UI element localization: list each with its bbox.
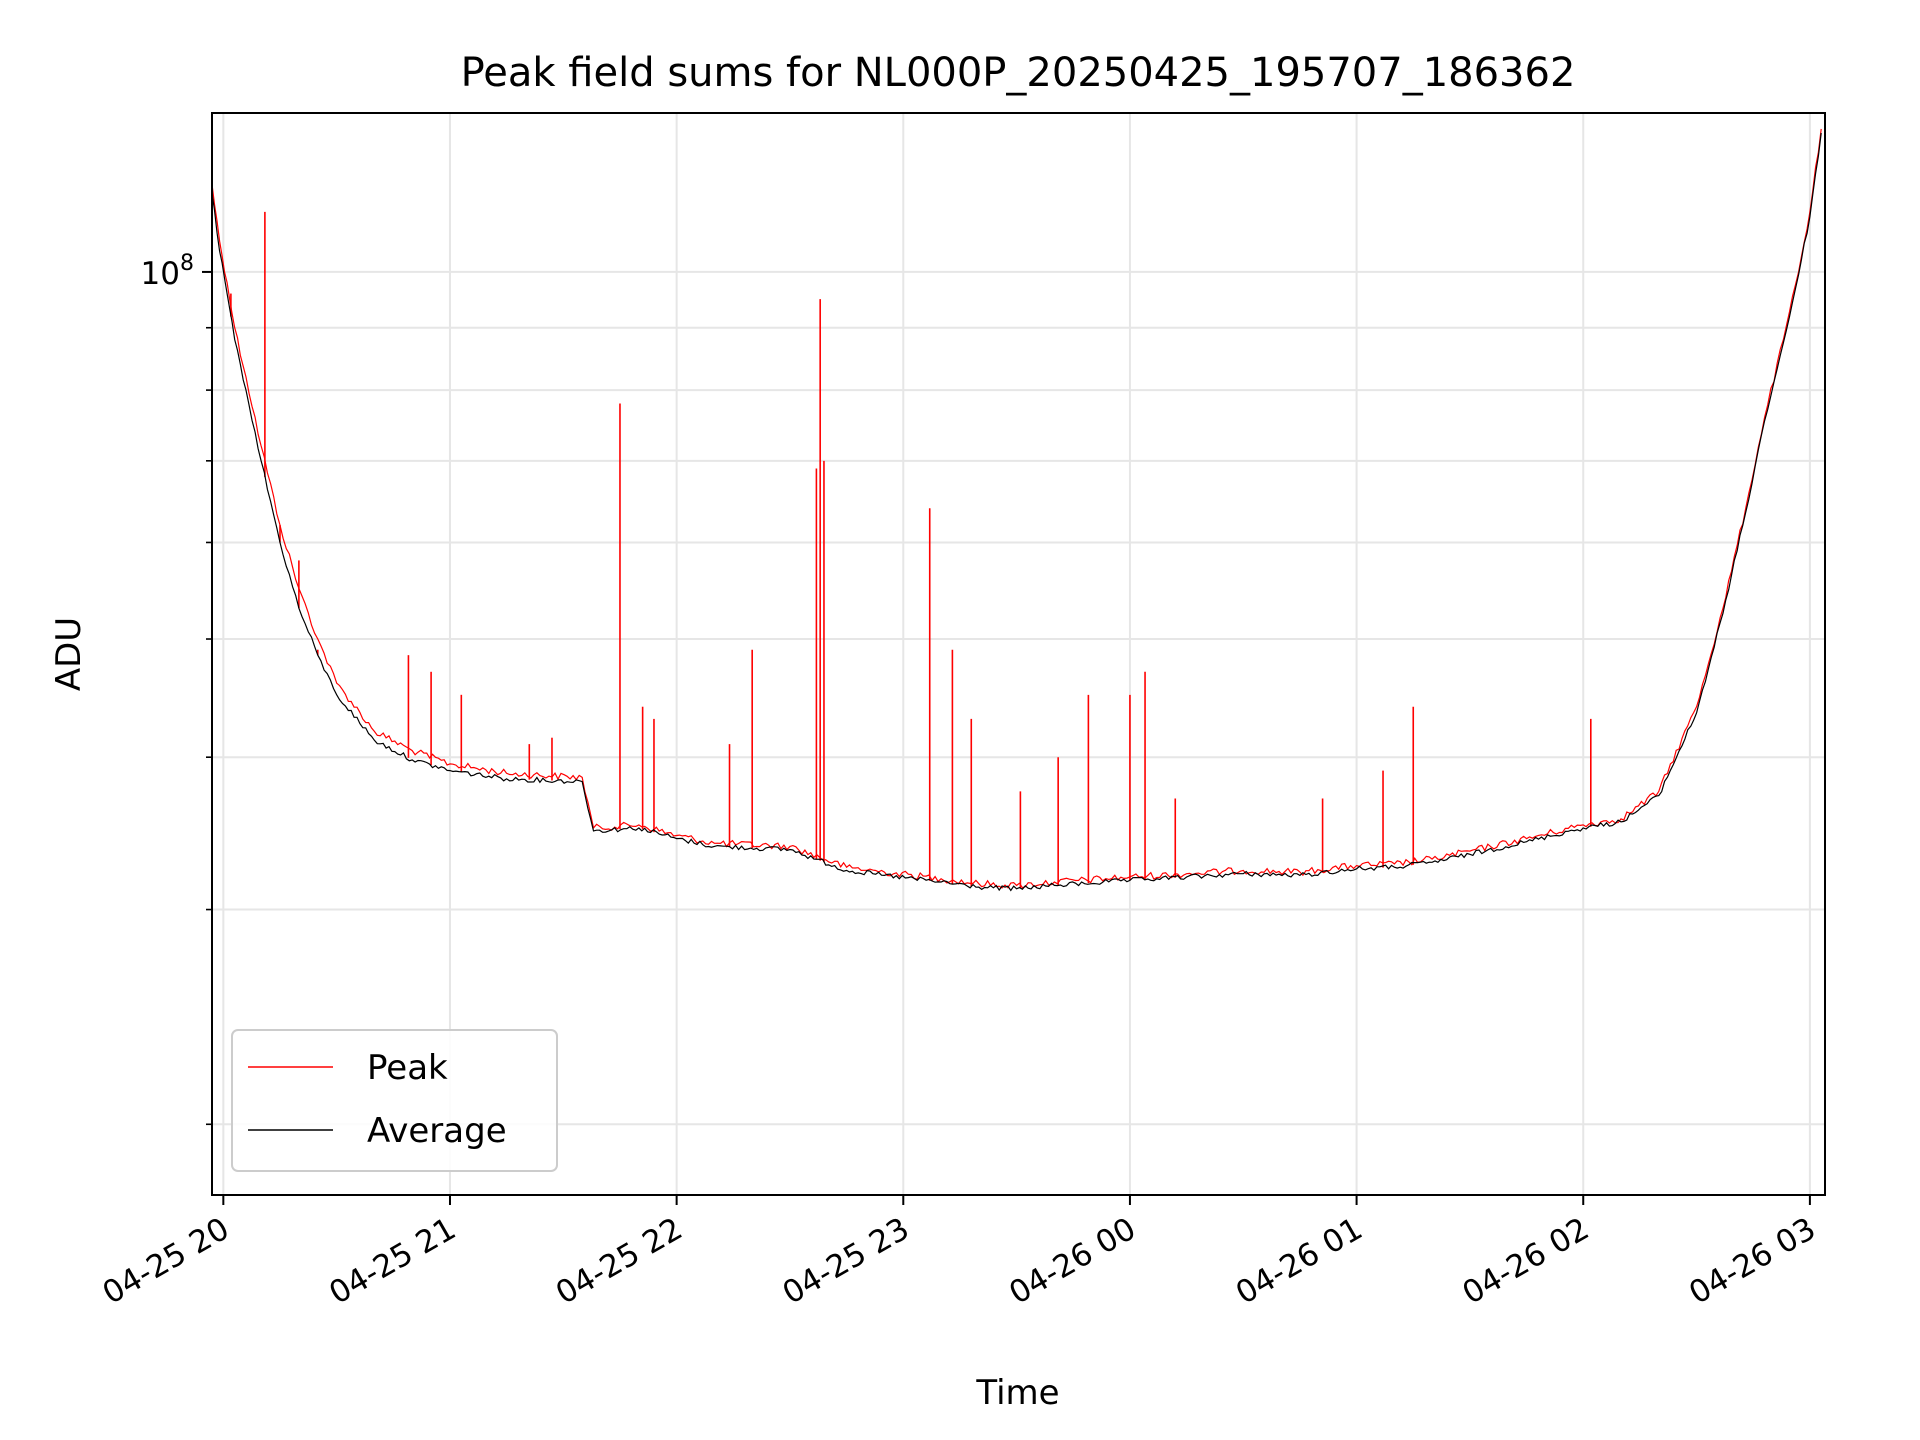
grid [212, 113, 1825, 1195]
x-axis-label: Time [975, 1373, 1059, 1413]
legend-peak-label: Peak [367, 1048, 448, 1088]
plot-frame [211, 112, 1826, 1196]
legend-average-label: Average [367, 1111, 507, 1151]
peak-series-line [211, 128, 1822, 889]
average-series-line [211, 132, 1822, 892]
chart-title: Peak field sums for NL000P_20250425_1957… [461, 50, 1576, 96]
peak-spikes [230, 211, 1592, 889]
y-axis-label: ADU [49, 617, 89, 691]
legend-box [231, 1029, 558, 1172]
legend: Peak Average [231, 1029, 558, 1172]
